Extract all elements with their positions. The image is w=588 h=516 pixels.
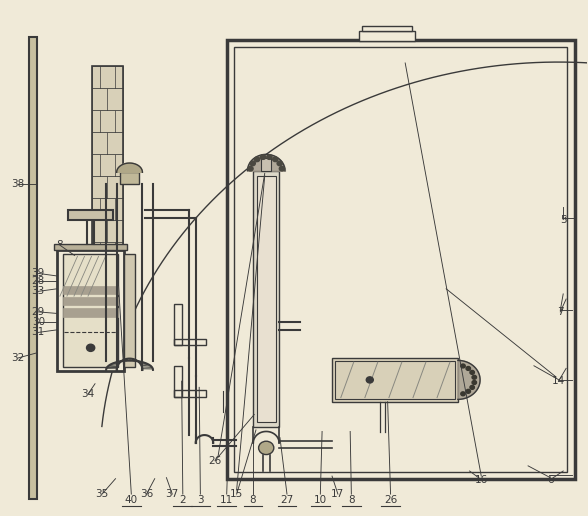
Bar (63, 309, 118, 317)
Bar (92, 220, 122, 242)
Circle shape (466, 390, 470, 393)
Text: 2: 2 (179, 495, 186, 505)
Text: 10: 10 (314, 495, 327, 505)
Bar (63, 297, 118, 305)
Bar (92, 264, 122, 286)
Circle shape (279, 166, 285, 171)
Bar (92, 110, 122, 132)
Circle shape (260, 155, 266, 159)
Text: 26: 26 (208, 456, 222, 466)
Text: 8: 8 (250, 495, 256, 505)
Bar (92, 242, 122, 264)
Bar (92, 88, 122, 110)
Text: 33: 33 (32, 286, 45, 296)
Text: 5: 5 (560, 215, 566, 224)
Text: 37: 37 (166, 489, 179, 499)
Text: 31: 31 (32, 328, 45, 337)
Circle shape (86, 344, 95, 351)
Bar (57, 250, 124, 371)
Bar (174, 338, 206, 345)
Bar (174, 304, 182, 345)
Circle shape (461, 392, 465, 396)
Bar (29, 37, 36, 499)
Text: 32: 32 (11, 353, 24, 363)
Bar (253, 171, 279, 427)
Text: 8: 8 (56, 240, 64, 250)
Text: 28: 28 (32, 276, 45, 286)
Bar (256, 176, 276, 422)
Bar (92, 198, 122, 220)
Bar (54, 244, 127, 250)
Bar (174, 366, 182, 397)
Circle shape (466, 366, 470, 370)
Text: 38: 38 (11, 179, 24, 188)
Text: 34: 34 (81, 389, 95, 399)
Bar (63, 254, 118, 367)
Circle shape (366, 377, 373, 383)
Text: 27: 27 (280, 495, 293, 505)
Text: 15: 15 (230, 489, 243, 499)
Text: 26: 26 (384, 495, 397, 505)
Circle shape (277, 161, 282, 166)
Text: 36: 36 (140, 489, 153, 499)
Circle shape (472, 375, 476, 379)
Bar (234, 46, 567, 472)
Circle shape (470, 370, 475, 374)
Bar (227, 40, 575, 479)
Bar (63, 286, 118, 294)
Bar (359, 30, 415, 41)
Bar (92, 66, 122, 88)
Text: 30: 30 (32, 317, 45, 327)
Text: 40: 40 (125, 495, 138, 505)
Circle shape (248, 166, 253, 171)
Bar (92, 176, 122, 198)
Bar (227, 40, 575, 479)
Polygon shape (458, 360, 480, 399)
Bar (92, 66, 122, 286)
Text: 29: 29 (32, 307, 45, 317)
Text: 8: 8 (348, 495, 355, 505)
Text: 14: 14 (552, 376, 565, 386)
Circle shape (259, 441, 274, 455)
Bar (332, 358, 458, 401)
Text: 35: 35 (95, 489, 109, 499)
Circle shape (273, 157, 278, 162)
Bar (92, 132, 122, 154)
Text: 3: 3 (197, 495, 203, 505)
Circle shape (472, 381, 476, 384)
Bar (261, 158, 272, 171)
Text: 17: 17 (331, 489, 345, 499)
Bar (362, 25, 412, 30)
Polygon shape (116, 163, 142, 172)
Bar (120, 172, 139, 184)
Bar (174, 390, 206, 397)
Text: 11: 11 (220, 495, 233, 505)
Circle shape (267, 155, 272, 159)
Text: 6: 6 (547, 475, 554, 485)
Bar (124, 254, 135, 367)
Circle shape (461, 364, 465, 368)
Bar (335, 361, 455, 399)
Text: 7: 7 (557, 307, 563, 317)
Text: 39: 39 (32, 268, 45, 279)
Circle shape (470, 385, 475, 390)
Bar (92, 154, 122, 176)
Bar (68, 211, 113, 219)
Text: 16: 16 (475, 475, 488, 485)
Circle shape (250, 161, 255, 166)
Circle shape (255, 157, 260, 162)
